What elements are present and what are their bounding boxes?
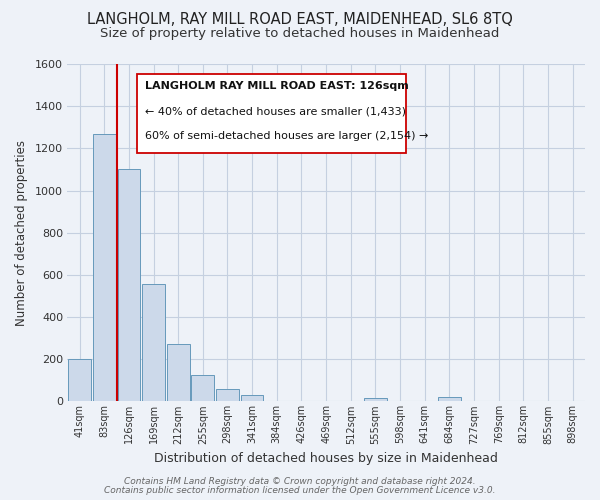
Bar — [118, 170, 140, 402]
Text: Contains public sector information licensed under the Open Government Licence v3: Contains public sector information licen… — [104, 486, 496, 495]
Text: 60% of semi-detached houses are larger (2,154) →: 60% of semi-detached houses are larger (… — [145, 132, 428, 141]
Bar — [241, 395, 263, 402]
Text: LANGHOLM RAY MILL ROAD EAST: 126sqm: LANGHOLM RAY MILL ROAD EAST: 126sqm — [145, 81, 409, 91]
FancyBboxPatch shape — [137, 74, 406, 154]
Bar — [364, 398, 387, 402]
Y-axis label: Number of detached properties: Number of detached properties — [15, 140, 28, 326]
Bar — [93, 134, 116, 402]
Bar — [167, 344, 190, 402]
Bar — [216, 388, 239, 402]
Bar — [142, 284, 165, 402]
Bar — [438, 397, 461, 402]
Text: Contains HM Land Registry data © Crown copyright and database right 2024.: Contains HM Land Registry data © Crown c… — [124, 477, 476, 486]
Bar — [68, 359, 91, 402]
Text: LANGHOLM, RAY MILL ROAD EAST, MAIDENHEAD, SL6 8TQ: LANGHOLM, RAY MILL ROAD EAST, MAIDENHEAD… — [87, 12, 513, 28]
Text: Size of property relative to detached houses in Maidenhead: Size of property relative to detached ho… — [100, 28, 500, 40]
Text: ← 40% of detached houses are smaller (1,433): ← 40% of detached houses are smaller (1,… — [145, 106, 406, 116]
X-axis label: Distribution of detached houses by size in Maidenhead: Distribution of detached houses by size … — [154, 452, 498, 465]
Bar — [191, 375, 214, 402]
